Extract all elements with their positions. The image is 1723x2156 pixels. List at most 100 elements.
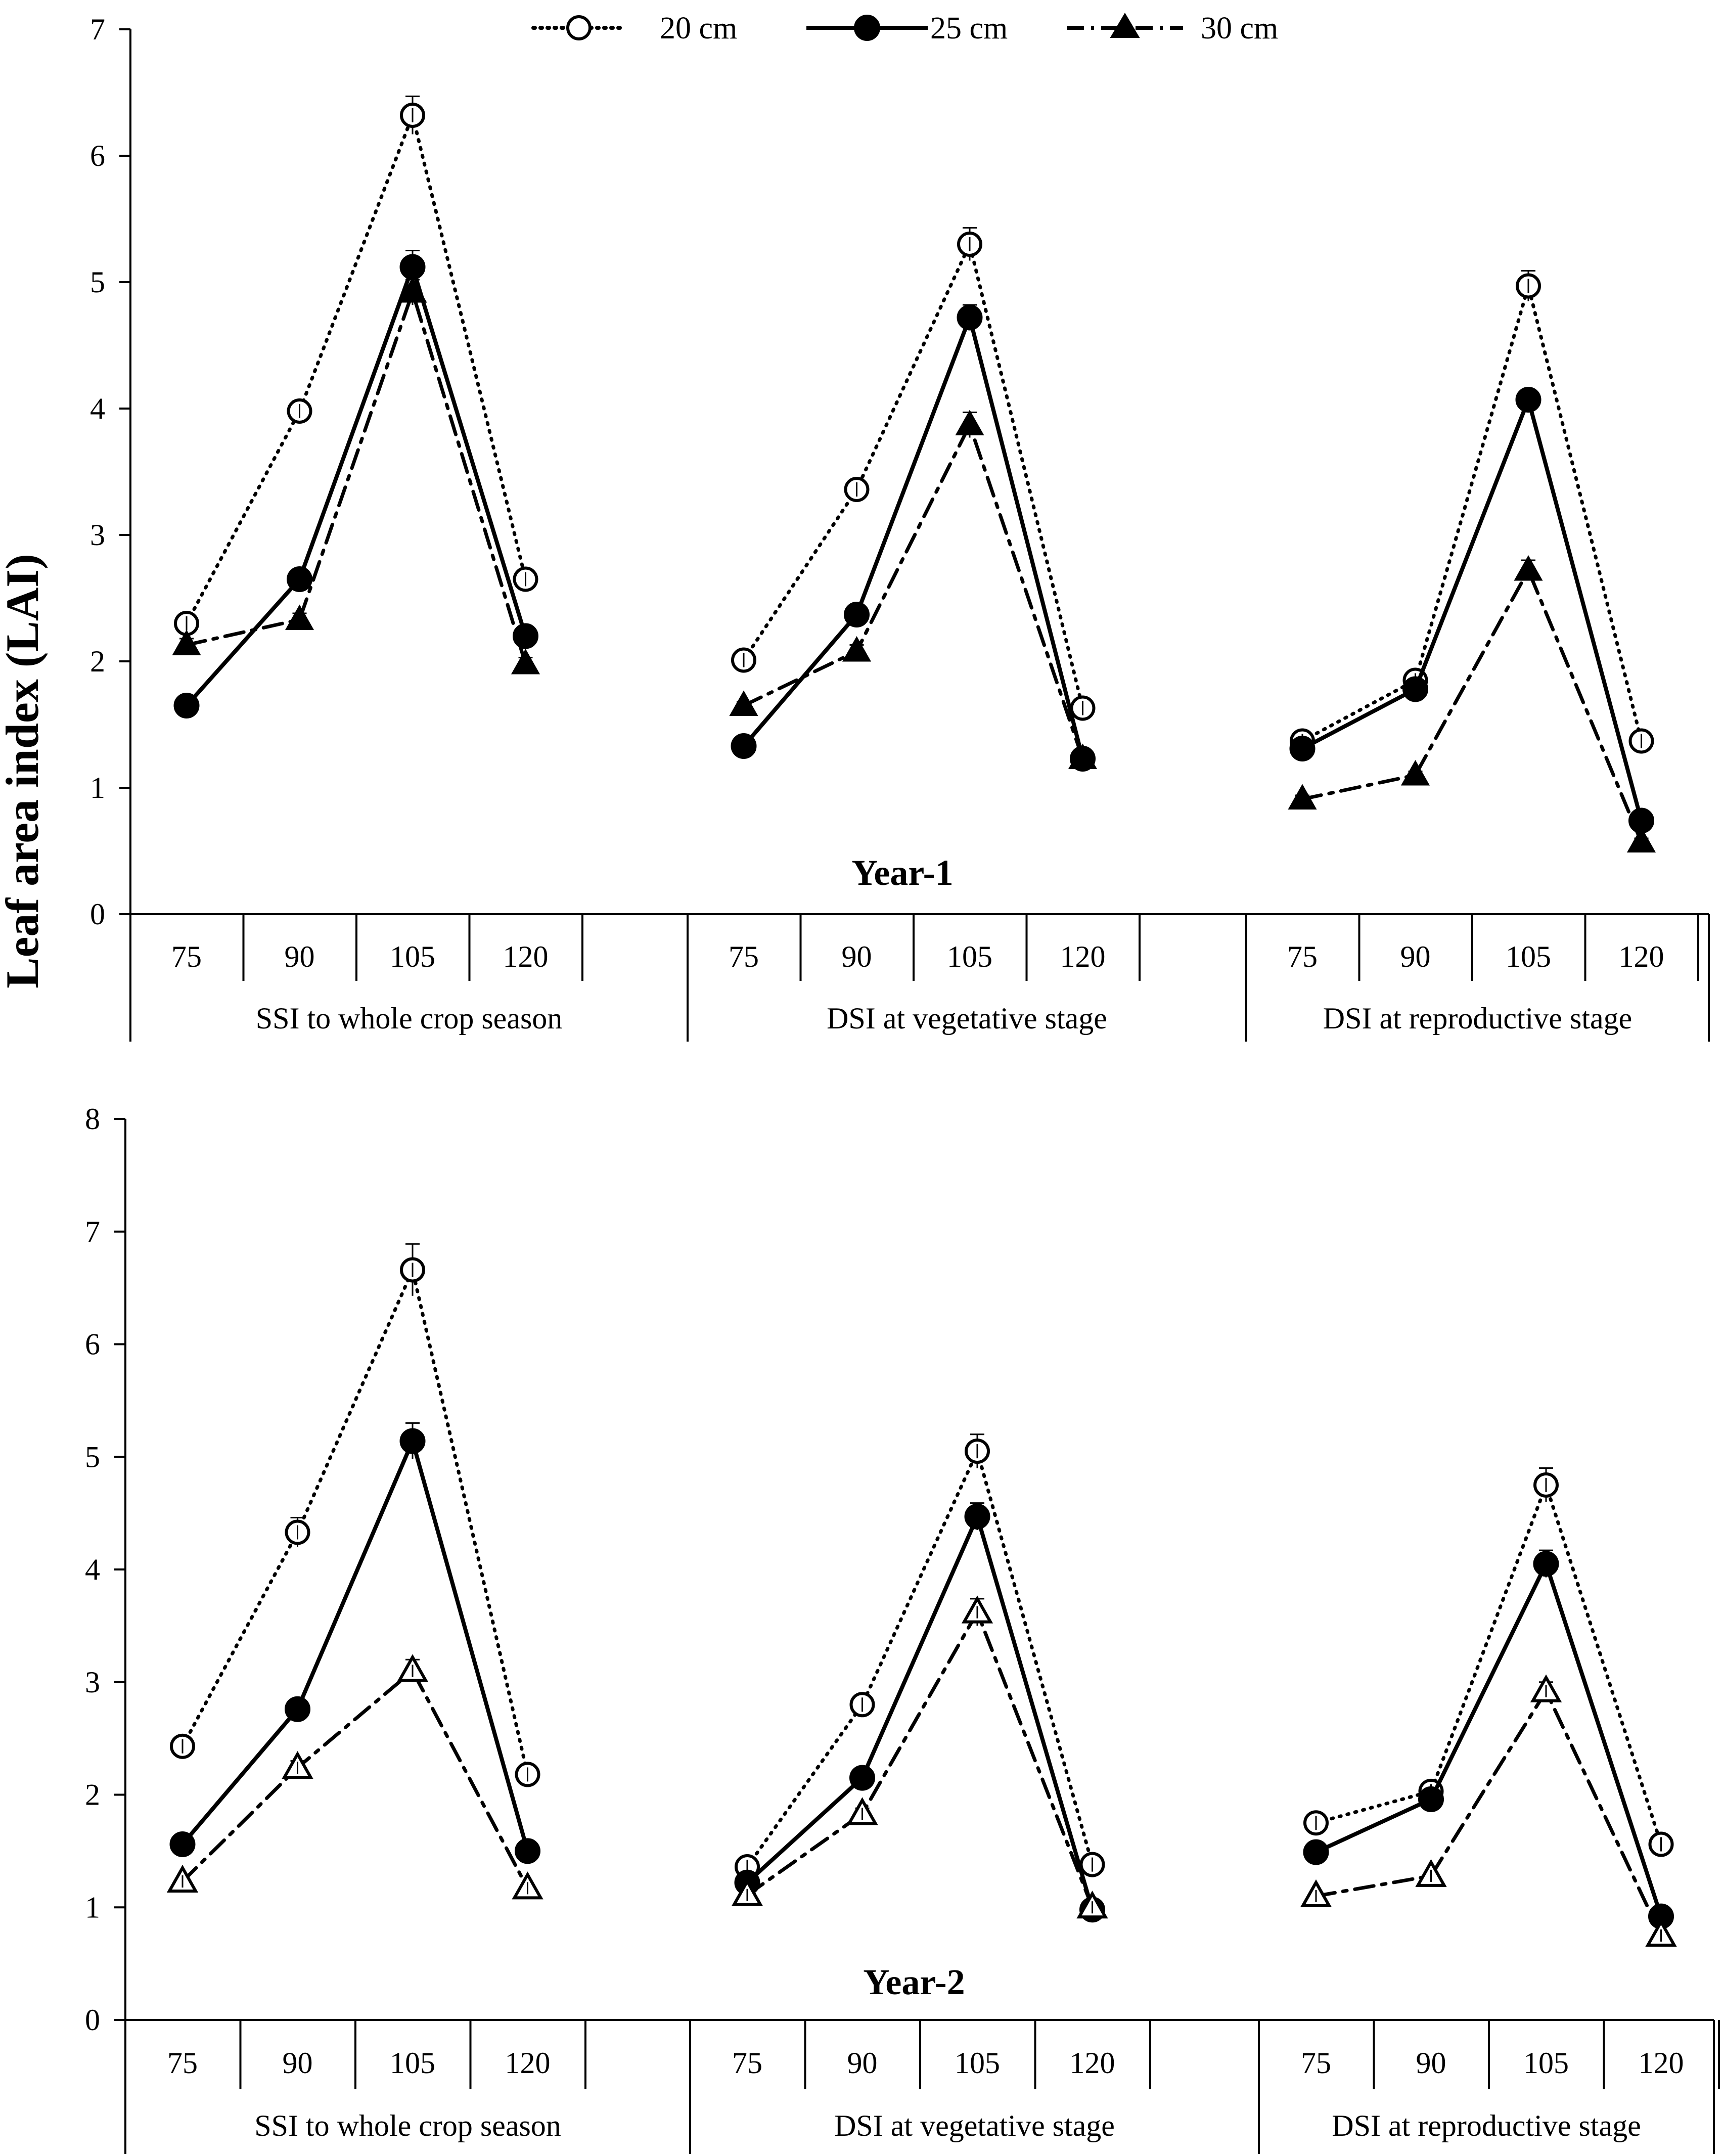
data-point-30cm xyxy=(1400,759,1430,786)
data-point-25cm xyxy=(844,602,870,627)
y-tick-label: 6 xyxy=(85,1328,100,1361)
x-tick-label: 120 xyxy=(1619,940,1664,973)
data-point-30cm xyxy=(172,630,201,655)
y-axis-label: Leaf area index (LAI) xyxy=(0,554,48,988)
data-point-30cm xyxy=(511,648,540,675)
y-tick-label: 7 xyxy=(85,1215,100,1248)
x-tick-label: 75 xyxy=(729,940,759,973)
data-point-30cm xyxy=(398,277,427,303)
data-point-25cm xyxy=(1402,676,1428,702)
x-tick-label: 105 xyxy=(955,2046,1000,2080)
legend-label-20cm: 20 cm xyxy=(660,11,737,46)
group-label: SSI to whole crop season xyxy=(256,1002,563,1035)
y-tick-label: 2 xyxy=(90,645,105,678)
x-tick-label: 90 xyxy=(1400,940,1431,973)
data-point-30cm xyxy=(729,690,758,716)
x-tick-label: 105 xyxy=(390,2046,435,2080)
group-label: DSI at vegetative stage xyxy=(834,2109,1115,2142)
legend-item-25cm: 25 cm xyxy=(806,11,1008,46)
data-point-30cm xyxy=(1288,784,1317,810)
x-tick-label: 90 xyxy=(283,2046,313,2080)
legend: 20 cm 25 cm 30 cm xyxy=(531,11,1278,46)
y-tick-label: 2 xyxy=(85,1778,100,1812)
series-line-30cm xyxy=(742,423,1084,760)
y-tick-label: 4 xyxy=(90,392,105,425)
legend-marker-20cm xyxy=(566,15,592,40)
series-line-30cm xyxy=(745,1610,1094,1909)
x-tick-label: 90 xyxy=(842,940,872,973)
legend-item-30cm: 30 cm xyxy=(1067,11,1278,46)
data-point-25cm xyxy=(173,693,200,718)
x-tick-label: 105 xyxy=(390,940,435,973)
panel-title: Year-1 xyxy=(851,852,953,893)
y-tick-label: 6 xyxy=(90,139,105,172)
x-tick-label: 105 xyxy=(1506,940,1551,973)
data-point-30cm xyxy=(1514,555,1543,581)
x-tick-label: 120 xyxy=(1070,2046,1115,2080)
data-point-25cm xyxy=(849,1765,875,1791)
series-line-25cm xyxy=(180,1439,530,1852)
data-point-30cm xyxy=(1068,743,1098,769)
x-tick-label: 105 xyxy=(1523,2046,1569,2080)
y-tick-label: 5 xyxy=(85,1440,100,1473)
x-tick-label: 120 xyxy=(1639,2046,1684,2080)
series-line-25cm xyxy=(1301,397,1644,822)
y-tick-label: 3 xyxy=(85,1666,100,1699)
data-point-25cm xyxy=(287,566,312,592)
x-tick-label: 75 xyxy=(1301,2046,1331,2080)
group-label: SSI to whole crop season xyxy=(254,2109,561,2142)
series-line-25cm xyxy=(1315,1561,1663,1917)
y-tick-label: 3 xyxy=(90,518,105,552)
data-point-25cm xyxy=(1533,1551,1559,1577)
y-tick-label: 4 xyxy=(85,1553,100,1586)
data-point-25cm xyxy=(399,1428,426,1454)
data-point-25cm xyxy=(1303,1839,1329,1865)
series-line-30cm xyxy=(180,1669,529,1890)
legend-item-20cm: 20 cm xyxy=(531,11,737,46)
y-tick-label: 7 xyxy=(90,13,105,46)
series-line-30cm xyxy=(185,290,527,666)
series-line-20cm xyxy=(1300,284,1643,743)
panel-year-1: 0 1 2 3 4 5 6 7 75 90 105 120 SSI to whole crop seas… xyxy=(90,13,1710,1042)
data-point-25cm xyxy=(399,254,426,280)
series-line-20cm xyxy=(1314,1483,1663,1847)
panel-title: Year-2 xyxy=(863,1962,965,2002)
series-line-20cm xyxy=(742,242,1084,710)
x-tick-label: 75 xyxy=(732,2046,762,2080)
data-point-25cm xyxy=(964,1503,990,1530)
data-point-30cm xyxy=(285,604,314,630)
panel-year-2: 0 1 2 3 4 5 6 7 8 75 90 105 120 SSI to whole crop sea… xyxy=(85,1102,1720,2154)
x-tick-label: 75 xyxy=(1287,940,1318,973)
data-point-30cm xyxy=(842,636,872,662)
x-tick-label: 75 xyxy=(167,2046,198,2080)
legend-label-25cm: 25 cm xyxy=(930,11,1008,46)
x-tick-label: 75 xyxy=(171,940,202,973)
data-point-25cm xyxy=(957,304,983,331)
x-tick-label: 90 xyxy=(1416,2046,1446,2080)
legend-marker-30cm xyxy=(1110,13,1140,38)
y-tick-label: 1 xyxy=(85,1891,100,1924)
data-point-25cm xyxy=(515,1838,540,1864)
y-tick-label: 1 xyxy=(90,771,105,804)
data-point-30cm xyxy=(1626,827,1656,852)
data-point-25cm xyxy=(1418,1786,1444,1812)
legend-marker-25cm xyxy=(854,15,880,41)
data-point-25cm xyxy=(285,1696,310,1722)
series-line-20cm xyxy=(185,113,527,625)
data-point-30cm xyxy=(955,410,984,435)
data-point-25cm xyxy=(1289,736,1316,761)
data-point-25cm xyxy=(169,1831,196,1858)
group-label: DSI at vegetative stage xyxy=(827,1002,1107,1035)
y-tick-label: 5 xyxy=(90,265,105,299)
series-line-25cm xyxy=(742,316,1085,759)
x-tick-label: 120 xyxy=(503,940,549,973)
data-point-25cm xyxy=(731,733,757,759)
legend-label-30cm: 30 cm xyxy=(1201,11,1278,46)
x-tick-label: 90 xyxy=(285,940,315,973)
series-line-30cm xyxy=(1300,568,1643,844)
group-label: DSI at reproductive stage xyxy=(1332,2109,1641,2142)
y-tick-label: 0 xyxy=(85,2003,100,2037)
x-tick-label: 120 xyxy=(505,2046,551,2080)
